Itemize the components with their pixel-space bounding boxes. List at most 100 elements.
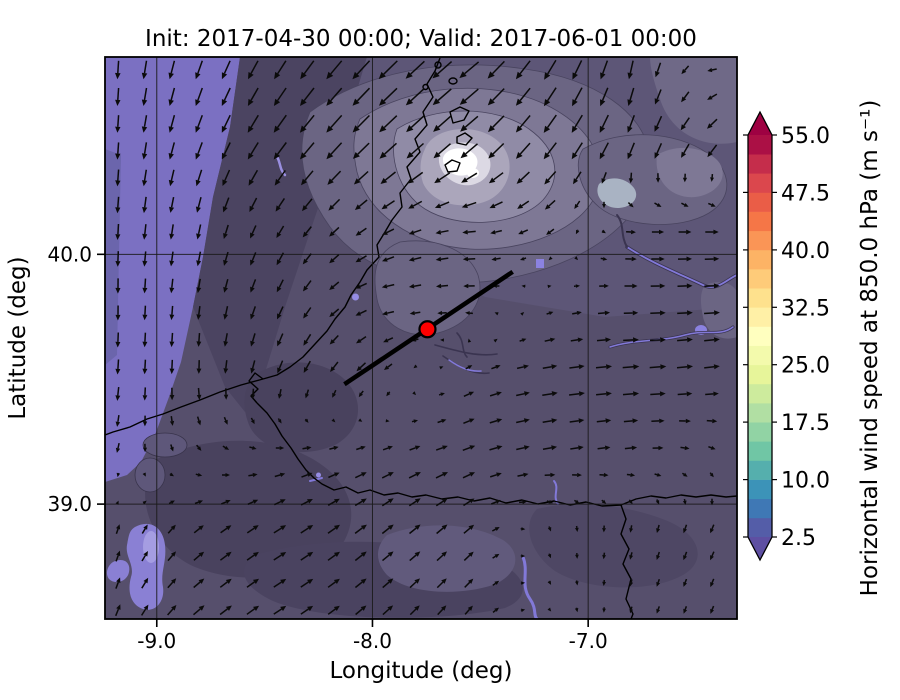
wind-arrow-head [441, 498, 448, 504]
wind-arrow-head [713, 337, 720, 343]
wind-arrow-head [143, 524, 148, 530]
wind-arrow-head [683, 608, 688, 614]
wind-arrow-head [685, 418, 691, 424]
wind-arrow-shaft [117, 115, 120, 127]
wind-arrow-head [710, 608, 714, 614]
wind-arrow-shaft [250, 142, 259, 155]
wind-arrow-head [277, 419, 282, 424]
wind-arrow-head [521, 338, 527, 343]
wind-arrow-shaft [278, 360, 284, 369]
wind-arrow-shaft [140, 608, 147, 616]
wind-arrow-head [383, 338, 389, 343]
wind-arrow-shaft [408, 500, 417, 507]
wind-arrow-head [225, 473, 230, 477]
wind-arrow-shaft [302, 447, 308, 450]
wind-arrow-head [195, 72, 201, 80]
wind-arrow-shaft [354, 527, 363, 534]
wind-arrow-head [115, 99, 121, 106]
wind-arrow-shaft [704, 339, 715, 342]
wind-arrow-shaft [251, 225, 257, 234]
wind-arrow-shaft [197, 114, 204, 128]
wind-arrow-head [168, 153, 174, 160]
wind-arrow-shaft [251, 279, 257, 288]
wind-arrow-head [248, 179, 254, 186]
wind-arrow-head [247, 98, 254, 106]
wind-arrow-shaft [250, 169, 259, 181]
wind-arrow-shaft [381, 473, 390, 479]
wind-arrow-head [707, 123, 713, 129]
wind-arrow-shaft [224, 169, 231, 181]
wind-arrow-head [196, 233, 202, 240]
wind-arrow-shaft [415, 338, 419, 341]
wind-arrow-shaft [250, 114, 259, 128]
colorbar-segment [748, 269, 772, 289]
wind-arrow-head [686, 256, 692, 262]
wind-arrow-head [408, 283, 415, 289]
wind-arrow-head [273, 125, 280, 133]
wind-arrow-head [169, 260, 175, 267]
wind-arrow-head [142, 368, 148, 375]
wind-arrow-head [356, 338, 362, 344]
wind-arrow-head [387, 524, 394, 530]
wind-arrow-head [280, 552, 287, 558]
wind-arrow-shaft [684, 65, 690, 71]
wind-arrow-head [169, 287, 175, 294]
wind-arrow-shaft [627, 202, 631, 206]
wind-arrow-shaft [360, 390, 364, 394]
wind-arrow-head [222, 179, 228, 186]
wind-arrow-shaft [330, 87, 343, 102]
wind-arrow-shaft [248, 474, 254, 477]
wind-arrow-head [547, 527, 552, 532]
wind-arrow-head [550, 472, 556, 478]
wind-arrow-shaft [464, 608, 471, 615]
wind-arrow-shaft [144, 278, 147, 288]
wind-arrow-shaft [542, 446, 552, 450]
wind-arrow-head [303, 285, 309, 292]
wind-arrow-head [707, 95, 713, 100]
wind-arrow-head [142, 207, 148, 214]
wind-arrow-shaft [382, 608, 390, 616]
wind-arrow-shaft [601, 114, 609, 128]
wind-arrow-shaft [519, 87, 531, 101]
wind-arrow-head [142, 472, 146, 477]
wind-arrow-shaft [602, 60, 609, 74]
wind-arrow-shaft [141, 528, 146, 534]
wind-arrow-head [250, 286, 255, 293]
wind-arrow-shaft [656, 89, 662, 100]
wind-arrow-head [143, 551, 148, 557]
wind-arrow-head [273, 152, 280, 160]
wind-arrow-head [632, 310, 639, 316]
wind-arrow-shaft [657, 606, 661, 610]
wind-arrow-head [629, 581, 634, 587]
wind-arrow-head [468, 498, 475, 504]
wind-arrow-head [333, 605, 340, 611]
wind-arrow-head [223, 286, 228, 293]
wind-arrow-head [198, 500, 203, 504]
wind-arrow-head [575, 527, 579, 532]
wind-arrow-head [195, 126, 201, 133]
wind-arrow-head [488, 151, 496, 159]
wind-arrow-shaft [516, 366, 525, 370]
colorbar-segment [748, 441, 772, 461]
wind-arrow-head [115, 126, 121, 133]
wind-arrow-head [197, 446, 202, 451]
wind-arrow-head [414, 551, 421, 557]
wind-arrow-shaft [359, 335, 367, 342]
colorbar-label: Horizontal wind speed at 850.0 hPa (m s⁻… [857, 100, 883, 597]
wind-arrow-head [629, 528, 634, 533]
wind-arrow-head [195, 206, 201, 213]
wind-arrow-head [575, 581, 579, 586]
wind-arrow-shaft [383, 87, 398, 102]
colorbar-segment [748, 403, 772, 423]
wind-arrow-shaft [246, 608, 255, 615]
wind-arrow-head [360, 578, 367, 584]
wind-arrow-head [655, 500, 660, 505]
wind-arrow-head [494, 312, 499, 316]
wind-arrow-head [493, 338, 498, 343]
wind-arrow-shaft [359, 282, 368, 288]
wind-arrow-head [413, 419, 418, 424]
wind-arrow-shaft [576, 200, 581, 206]
wind-arrow-head [387, 551, 394, 557]
wind-arrow-shaft [273, 527, 282, 534]
wind-arrow-head [307, 525, 314, 531]
